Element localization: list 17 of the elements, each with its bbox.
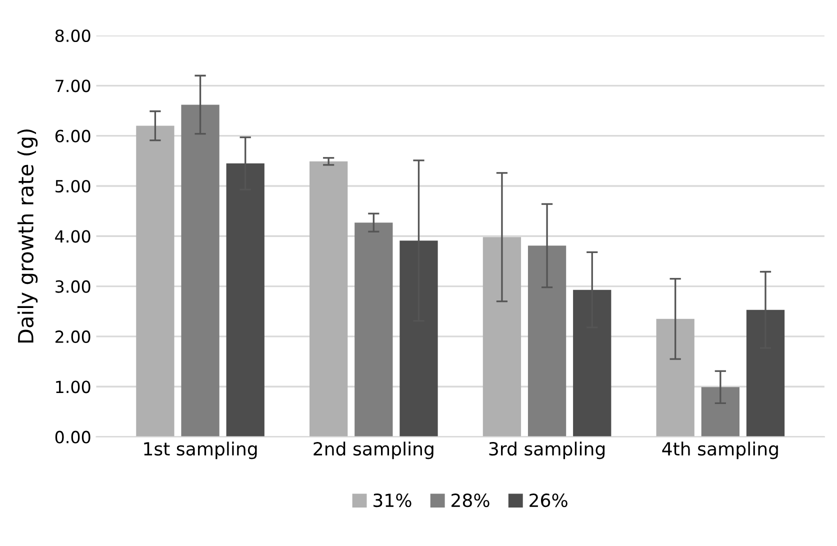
x-tick-label: 1st sampling [144,442,257,460]
y-tick-label: 1.00 [56,380,90,394]
y-tick-label: 8.00 [55,29,90,42]
y-tick-label: 5.00 [56,180,90,193]
y-tick-label: 3.00 [56,280,90,293]
legend-label: 26% [530,494,568,508]
x-tick-label: 4th sampling [662,442,778,460]
y-tick-label: 6.00 [55,130,90,142]
y-tick-label: 4.00 [55,230,90,243]
y-tick-label: 7.00 [56,80,90,92]
x-tick-label: 3rd sampling [489,442,605,460]
y-tick-label: 0.00 [55,430,90,444]
y-tick-label: 2.00 [56,330,90,344]
legend-label: 31% [374,494,412,508]
legend-label: 28% [452,494,490,508]
y-axis-title: Daily growth rate (g) [17,130,38,343]
x-tick-label: 2nd sampling [314,442,434,460]
